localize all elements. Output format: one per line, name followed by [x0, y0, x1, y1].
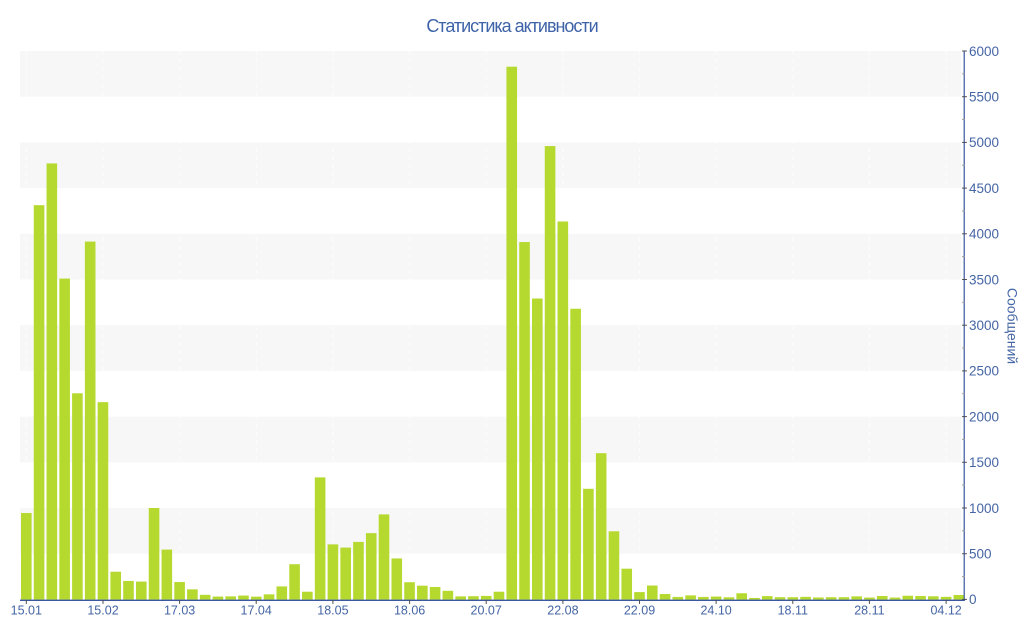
svg-text:500: 500: [969, 547, 992, 562]
svg-text:5000: 5000: [969, 135, 999, 150]
svg-text:2000: 2000: [969, 409, 999, 424]
svg-text:0: 0: [969, 592, 977, 607]
svg-text:1500: 1500: [969, 455, 999, 470]
svg-text:4000: 4000: [969, 227, 999, 242]
svg-text:1000: 1000: [969, 501, 999, 516]
svg-text:17.03: 17.03: [164, 604, 195, 618]
svg-text:18.11: 18.11: [778, 604, 808, 618]
svg-text:28.11: 28.11: [854, 604, 884, 618]
svg-text:3000: 3000: [969, 318, 999, 333]
svg-text:20.07: 20.07: [471, 604, 502, 618]
svg-text:15.01: 15.01: [11, 604, 42, 618]
svg-text:Сообщений: Сообщений: [1005, 288, 1021, 364]
svg-text:18.05: 18.05: [317, 604, 348, 618]
svg-text:22.09: 22.09: [624, 604, 655, 618]
svg-text:4500: 4500: [969, 181, 999, 196]
svg-text:24.10: 24.10: [700, 604, 731, 618]
svg-text:04.12: 04.12: [930, 604, 961, 618]
svg-text:15.02: 15.02: [87, 604, 118, 618]
svg-text:6000: 6000: [969, 44, 999, 59]
svg-text:Статистика активности: Статистика активности: [426, 16, 597, 36]
svg-text:17.04: 17.04: [241, 604, 272, 618]
svg-text:22.08: 22.08: [547, 604, 578, 618]
svg-text:5500: 5500: [969, 90, 999, 105]
svg-text:3500: 3500: [969, 272, 999, 287]
svg-text:2500: 2500: [969, 364, 999, 379]
svg-text:18.06: 18.06: [394, 604, 425, 618]
